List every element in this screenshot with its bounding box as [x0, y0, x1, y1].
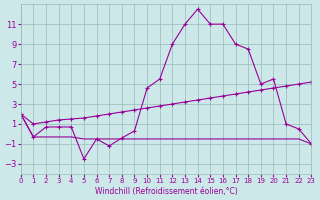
X-axis label: Windchill (Refroidissement éolien,°C): Windchill (Refroidissement éolien,°C) [95, 187, 237, 196]
